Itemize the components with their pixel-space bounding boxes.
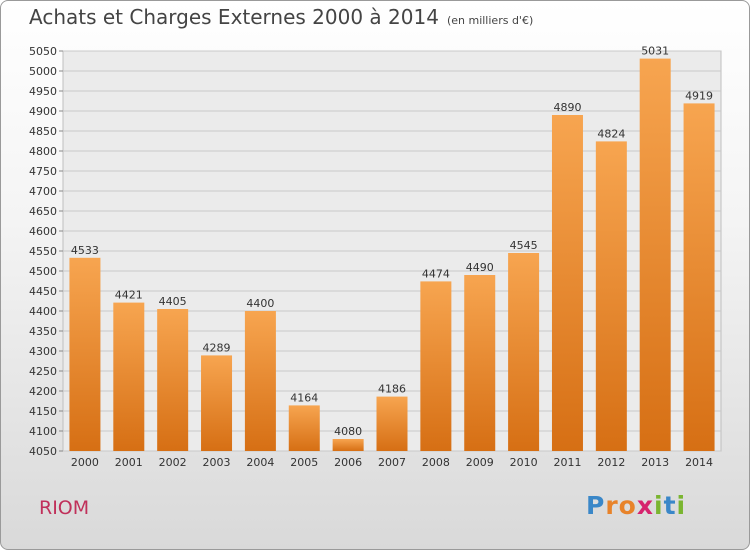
data-label: 4474 <box>422 267 450 280</box>
bar-2002 <box>157 309 189 451</box>
y-tick-label: 4100 <box>29 425 57 438</box>
y-tick-label: 4950 <box>29 85 57 98</box>
logo-letter: r <box>605 491 619 520</box>
bar-2001 <box>113 302 145 451</box>
data-label: 4545 <box>510 239 538 252</box>
logo-letter: P <box>586 491 606 520</box>
y-tick-label: 4700 <box>29 185 57 198</box>
y-tick-label: 4350 <box>29 325 57 338</box>
data-label: 5031 <box>641 45 669 58</box>
x-tick-label: 2000 <box>71 456 99 469</box>
y-tick-label: 4750 <box>29 165 57 178</box>
bar-2010 <box>508 253 540 451</box>
data-label: 4289 <box>203 341 231 354</box>
data-label: 4164 <box>290 391 318 404</box>
y-tick-label: 4300 <box>29 345 57 358</box>
y-tick-label: 4850 <box>29 125 57 138</box>
chart-title-block: Achats et Charges Externes 2000 à 2014 (e… <box>29 5 533 29</box>
y-tick-label: 4900 <box>29 105 57 118</box>
data-label: 4080 <box>334 425 362 438</box>
bar-2011 <box>551 115 583 451</box>
y-tick-label: 4250 <box>29 365 57 378</box>
data-label: 4824 <box>597 127 625 140</box>
bar-2006 <box>332 439 364 451</box>
x-tick-label: 2012 <box>597 456 625 469</box>
logo-letter: x <box>636 491 654 520</box>
data-label: 4890 <box>553 101 581 114</box>
y-tick-label: 4600 <box>29 225 57 238</box>
x-tick-label: 2014 <box>685 456 713 469</box>
x-tick-label: 2009 <box>466 456 494 469</box>
y-tick-label: 4150 <box>29 405 57 418</box>
data-label: 4186 <box>378 383 406 396</box>
bar-2000 <box>69 257 101 451</box>
bar-2009 <box>464 275 496 451</box>
city-name: RIOM <box>39 497 90 519</box>
data-label: 4421 <box>115 289 143 302</box>
x-tick-label: 2008 <box>422 456 450 469</box>
data-label: 4405 <box>159 295 187 308</box>
bar-2004 <box>244 311 276 451</box>
x-tick-label: 2002 <box>159 456 187 469</box>
bar-2003 <box>201 355 233 451</box>
x-tick-label: 2003 <box>203 456 231 469</box>
y-tick-label: 4550 <box>29 245 57 258</box>
chart-title: Achats et Charges Externes 2000 à 2014 <box>29 5 439 29</box>
y-tick-label: 4500 <box>29 265 57 278</box>
data-label: 4490 <box>466 261 494 274</box>
logo-letter: t <box>663 491 677 520</box>
y-tick-label: 5050 <box>29 45 57 58</box>
y-tick-label: 4450 <box>29 285 57 298</box>
x-tick-label: 2005 <box>290 456 318 469</box>
y-tick-label: 5000 <box>29 65 57 78</box>
y-tick-label: 4200 <box>29 385 57 398</box>
y-tick-label: 4050 <box>29 445 57 458</box>
x-tick-label: 2010 <box>510 456 538 469</box>
data-label: 4533 <box>71 244 99 257</box>
data-label: 4400 <box>246 297 274 310</box>
logo-letter: i <box>676 491 687 520</box>
bar-2007 <box>376 396 408 451</box>
bar-2014 <box>683 103 715 452</box>
y-tick-label: 4400 <box>29 305 57 318</box>
logo-letter: o <box>618 491 637 520</box>
proxiti-logo[interactable]: Proxiti <box>586 491 686 520</box>
bar-2013 <box>639 58 671 451</box>
x-tick-label: 2006 <box>334 456 362 469</box>
bar-2012 <box>595 141 627 451</box>
logo-letter: i <box>654 491 664 520</box>
chart-subtitle: (en milliers d'€) <box>446 14 534 27</box>
bar-2008 <box>420 281 452 451</box>
bar-2005 <box>288 405 320 451</box>
x-tick-label: 2007 <box>378 456 406 469</box>
data-label: 4919 <box>685 89 713 102</box>
y-tick-label: 4650 <box>29 205 57 218</box>
x-tick-label: 2004 <box>246 456 274 469</box>
x-tick-label: 2001 <box>115 456 143 469</box>
y-tick-label: 4800 <box>29 145 57 158</box>
x-tick-label: 2011 <box>553 456 581 469</box>
x-tick-label: 2013 <box>641 456 669 469</box>
